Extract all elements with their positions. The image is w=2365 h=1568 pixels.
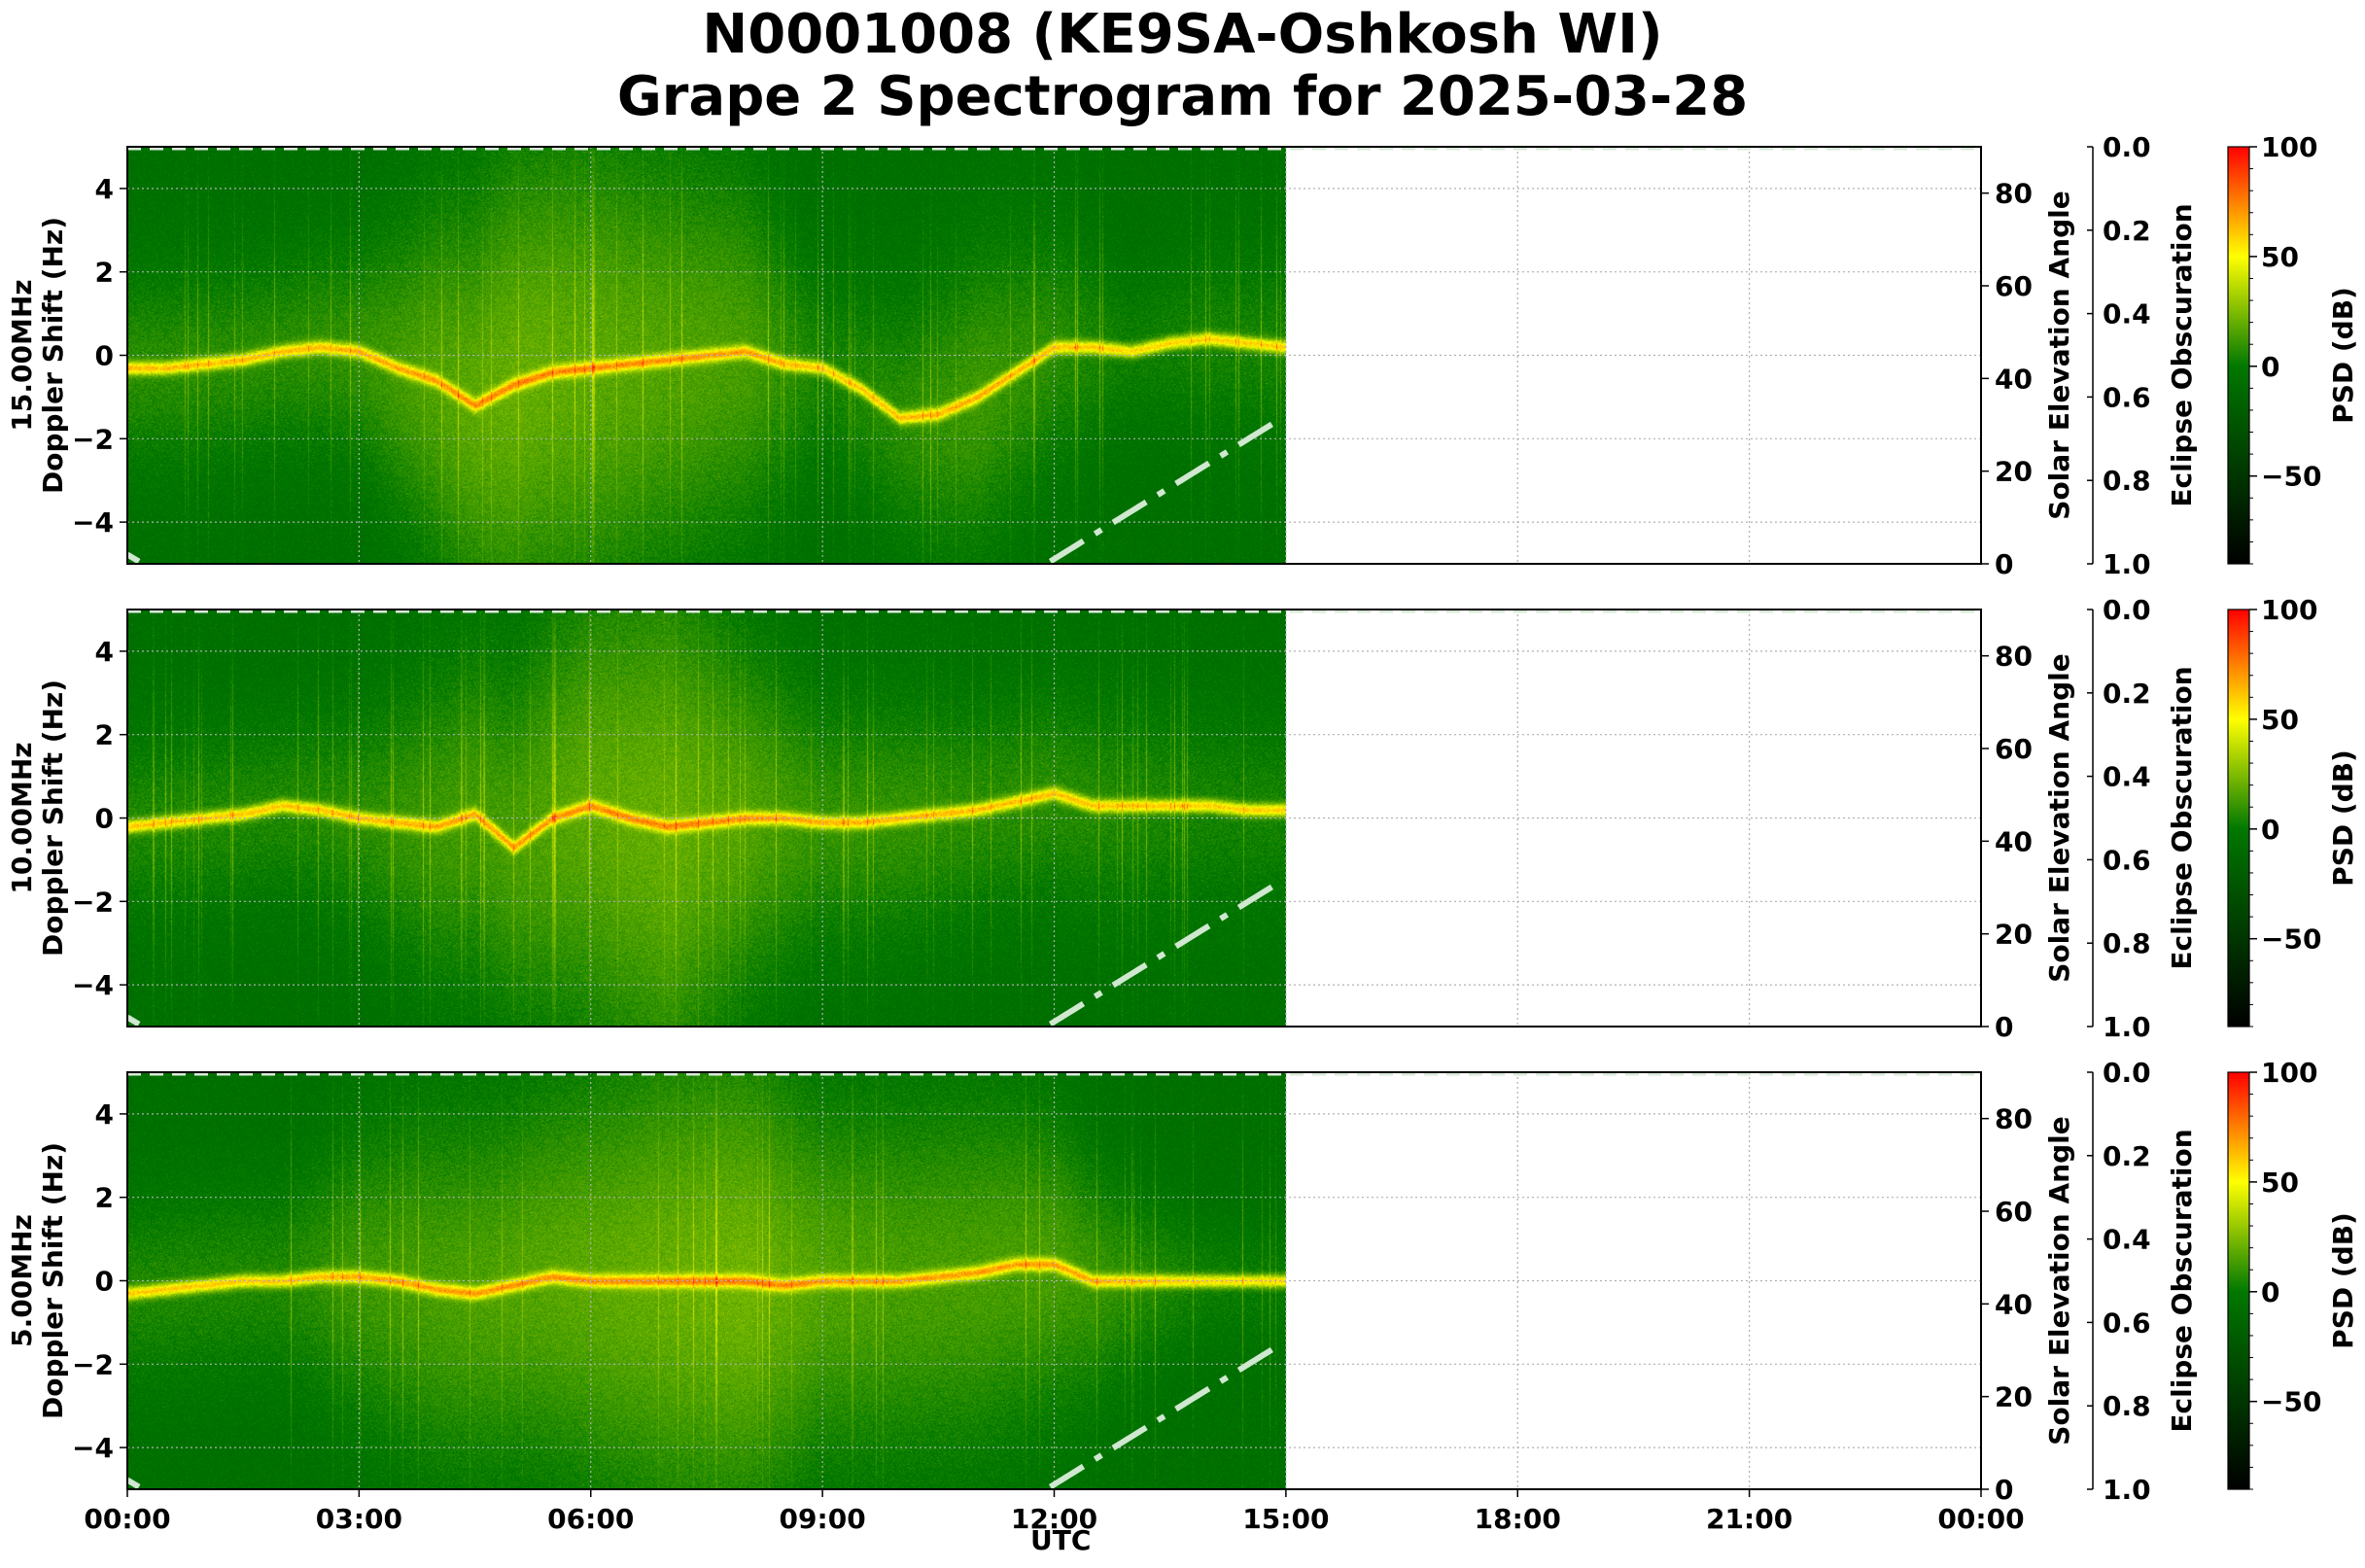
colorbar-tick-label: 0 bbox=[2261, 814, 2279, 846]
solar-tick-label: 60 bbox=[1995, 733, 2033, 765]
eclipse-tick-label: 0.0 bbox=[2103, 131, 2151, 163]
eclipse-axis-label: Eclipse Obscuration bbox=[2166, 666, 2198, 969]
colorbar-tick-label: 100 bbox=[2261, 594, 2317, 626]
y-tick-label: 0 bbox=[95, 803, 114, 835]
x-tick-label: 18:00 bbox=[1475, 1503, 1561, 1535]
colorbar-tick-label: 0 bbox=[2261, 351, 2279, 383]
x-axis-label: UTC bbox=[1030, 1524, 1092, 1556]
x-tick-label: 09:00 bbox=[780, 1503, 866, 1535]
y-tick-label: 2 bbox=[95, 257, 114, 289]
colorbar-label: PSD (dB) bbox=[2327, 287, 2359, 424]
y-axis-label-doppler: Doppler Shift (Hz) bbox=[37, 217, 69, 494]
x-tick-label: 03:00 bbox=[316, 1503, 402, 1535]
y-tick-label: 0 bbox=[95, 1266, 114, 1298]
solar-elevation-axis-label: Solar Elevation Angle bbox=[2043, 1116, 2075, 1445]
eclipse-tick-label: 0.4 bbox=[2103, 1224, 2151, 1256]
colorbar-tick-label: −50 bbox=[2261, 1386, 2321, 1418]
eclipse-tick-label: 1.0 bbox=[2103, 548, 2151, 580]
colorbar-tick-label: −50 bbox=[2261, 461, 2321, 493]
eclipse-tick-label: 0.2 bbox=[2103, 1140, 2151, 1172]
eclipse-tick-label: 0.8 bbox=[2103, 465, 2151, 497]
x-tick-label: 00:00 bbox=[84, 1503, 170, 1535]
y-axis-label-doppler: Doppler Shift (Hz) bbox=[37, 679, 69, 957]
solar-tick-label: 20 bbox=[1995, 919, 2033, 951]
spectrogram-heatmap bbox=[127, 1072, 1286, 1489]
eclipse-tick-label: 1.0 bbox=[2103, 1011, 2151, 1043]
y-tick-label: −2 bbox=[72, 886, 114, 918]
spectrogram-heatmap bbox=[127, 610, 1286, 1027]
colorbar-tick-label: 100 bbox=[2261, 1057, 2317, 1089]
eclipse-tick-label: 0.6 bbox=[2103, 844, 2151, 876]
solar-elevation-axis-label: Solar Elevation Angle bbox=[2043, 653, 2075, 982]
solar-elevation-axis-label: Solar Elevation Angle bbox=[2043, 191, 2075, 519]
colorbar-tick-label: 50 bbox=[2261, 704, 2299, 736]
colorbar-label: PSD (dB) bbox=[2327, 1212, 2359, 1349]
colorbar-tick-label: 0 bbox=[2261, 1276, 2279, 1308]
solar-tick-label: 40 bbox=[1995, 825, 2033, 857]
y-axis-label-frequency: 15.00MHz bbox=[6, 279, 38, 431]
eclipse-tick-label: 0.6 bbox=[2103, 1307, 2151, 1339]
y-tick-label: 0 bbox=[95, 340, 114, 372]
y-axis-label-frequency: 5.00MHz bbox=[6, 1214, 38, 1347]
colorbar bbox=[2227, 1071, 2250, 1490]
eclipse-tick-label: 0.0 bbox=[2103, 1057, 2151, 1089]
colorbar bbox=[2227, 146, 2250, 565]
eclipse-tick-label: 1.0 bbox=[2103, 1474, 2151, 1506]
eclipse-axis-label: Eclipse Obscuration bbox=[2166, 203, 2198, 506]
y-tick-label: 4 bbox=[95, 636, 114, 668]
y-tick-label: −2 bbox=[72, 1348, 114, 1380]
y-tick-label: −2 bbox=[72, 423, 114, 455]
solar-tick-label: 20 bbox=[1995, 456, 2033, 488]
chart-title-line2: Grape 2 Spectrogram for 2025-03-28 bbox=[616, 65, 1749, 128]
eclipse-tick-label: 0.4 bbox=[2103, 761, 2151, 793]
eclipse-tick-label: 0.6 bbox=[2103, 381, 2151, 413]
y-tick-label: −4 bbox=[72, 1432, 114, 1464]
colorbar bbox=[2227, 609, 2250, 1028]
colorbar-tick-label: −50 bbox=[2261, 923, 2321, 956]
eclipse-tick-label: 0.8 bbox=[2103, 1390, 2151, 1422]
solar-tick-label: 80 bbox=[1995, 1103, 2033, 1135]
solar-tick-label: 20 bbox=[1995, 1381, 2033, 1413]
solar-tick-label: 60 bbox=[1995, 1196, 2033, 1228]
y-axis-label-doppler: Doppler Shift (Hz) bbox=[37, 1142, 69, 1419]
y-tick-label: 2 bbox=[95, 719, 114, 751]
y-tick-label: 2 bbox=[95, 1182, 114, 1214]
eclipse-tick-label: 0.2 bbox=[2103, 678, 2151, 710]
y-tick-label: −4 bbox=[72, 969, 114, 1001]
solar-tick-label: 80 bbox=[1995, 641, 2033, 673]
solar-tick-label: 0 bbox=[1995, 1474, 2013, 1506]
eclipse-tick-label: 0.4 bbox=[2103, 298, 2151, 331]
x-tick-label: 21:00 bbox=[1706, 1503, 1792, 1535]
solar-tick-label: 80 bbox=[1995, 178, 2033, 210]
solar-tick-label: 40 bbox=[1995, 1288, 2033, 1320]
y-tick-label: −4 bbox=[72, 506, 114, 539]
colorbar-tick-label: 50 bbox=[2261, 1167, 2299, 1199]
eclipse-axis-label: Eclipse Obscuration bbox=[2166, 1129, 2198, 1432]
y-tick-label: 4 bbox=[95, 1098, 114, 1131]
colorbar-tick-label: 50 bbox=[2261, 241, 2299, 273]
y-axis-label-frequency: 10.00MHz bbox=[6, 742, 38, 893]
chart-title-line1: N0001008 (KE9SA-Oshkosh WI) bbox=[702, 3, 1663, 66]
x-tick-label: 06:00 bbox=[547, 1503, 634, 1535]
y-tick-label: 4 bbox=[95, 173, 114, 205]
solar-tick-label: 60 bbox=[1995, 270, 2033, 302]
eclipse-tick-label: 0.0 bbox=[2103, 594, 2151, 626]
eclipse-tick-label: 0.2 bbox=[2103, 215, 2151, 247]
x-tick-label: 15:00 bbox=[1242, 1503, 1329, 1535]
x-tick-label: 00:00 bbox=[1937, 1503, 2024, 1535]
solar-tick-label: 0 bbox=[1995, 1011, 2013, 1043]
solar-tick-label: 0 bbox=[1995, 548, 2013, 580]
solar-tick-label: 40 bbox=[1995, 363, 2033, 395]
colorbar-tick-label: 100 bbox=[2261, 131, 2317, 163]
spectrogram-heatmap bbox=[127, 147, 1286, 564]
eclipse-tick-label: 0.8 bbox=[2103, 927, 2151, 959]
colorbar-label: PSD (dB) bbox=[2327, 749, 2359, 887]
